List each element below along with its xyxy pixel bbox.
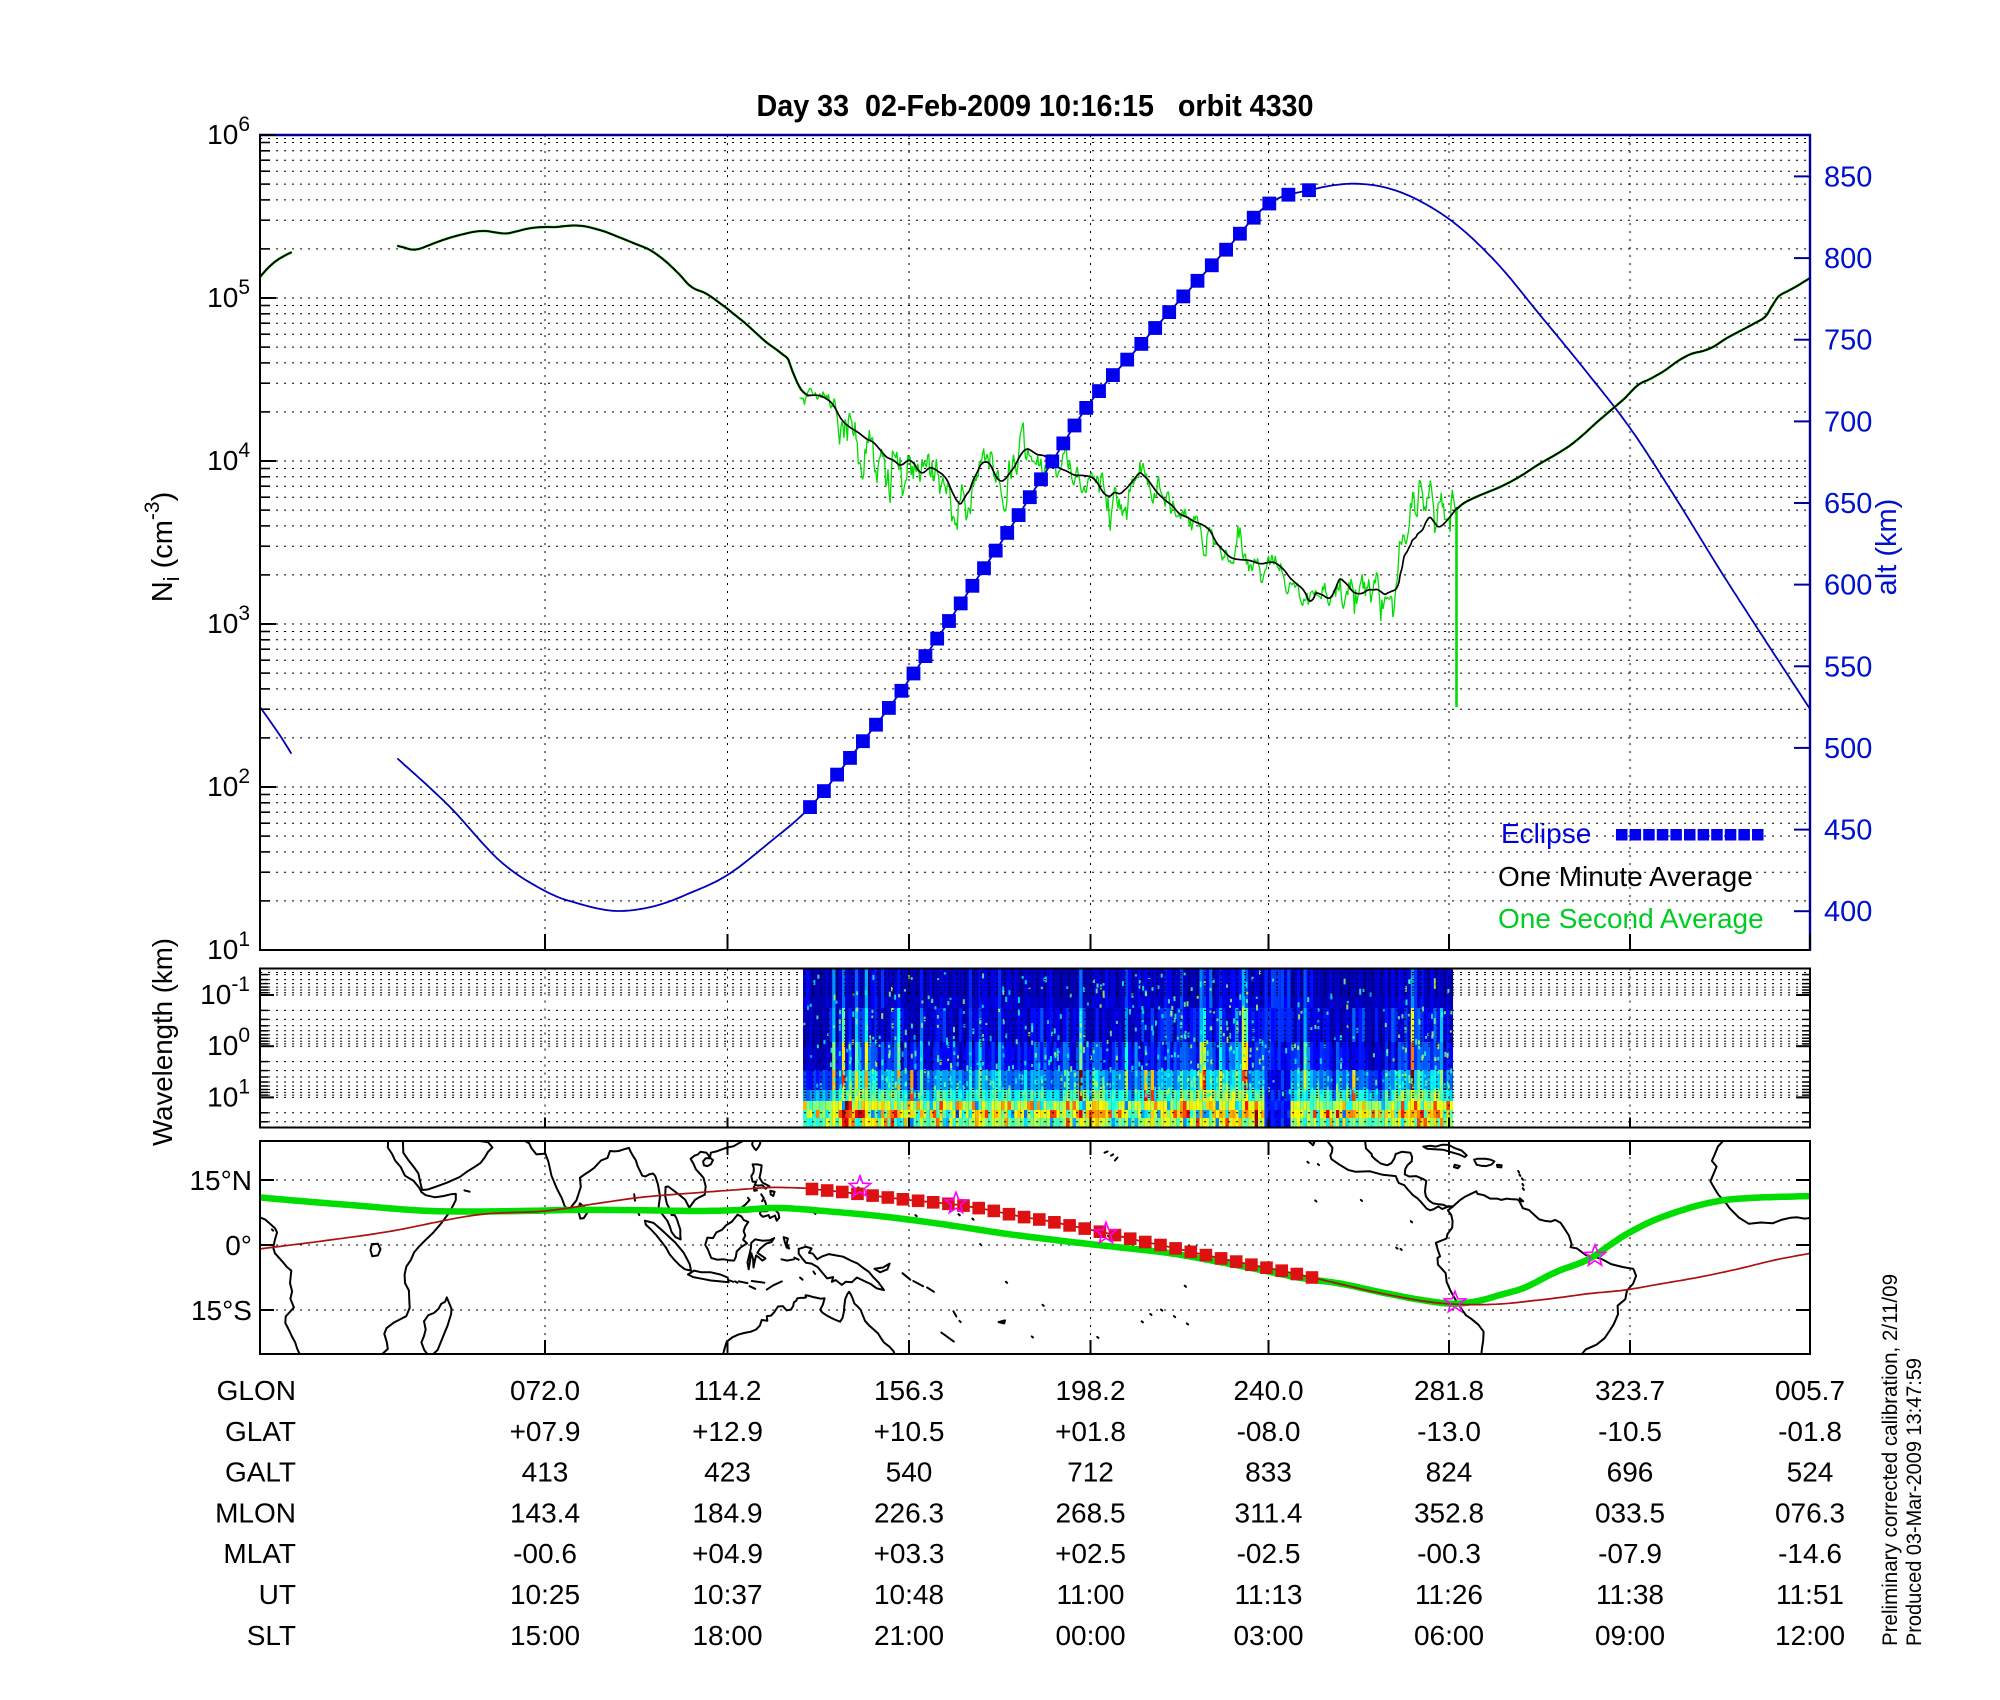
svg-text:10:48: 10:48 <box>874 1579 944 1610</box>
svg-text:-00.3: -00.3 <box>1417 1538 1481 1569</box>
svg-text:+01.8: +01.8 <box>1055 1416 1126 1447</box>
svg-text:03:00: 03:00 <box>1233 1620 1303 1651</box>
svg-text:156.3: 156.3 <box>874 1375 944 1406</box>
svg-text:033.5: 033.5 <box>1595 1497 1665 1528</box>
svg-text:323.7: 323.7 <box>1595 1375 1665 1406</box>
svg-text:10-1: 10-1 <box>200 973 250 1010</box>
svg-text:311.4: 311.4 <box>1235 1497 1303 1528</box>
svg-text:Eclipse: Eclipse <box>1501 818 1591 849</box>
svg-text:15:00: 15:00 <box>510 1620 580 1651</box>
svg-text:600: 600 <box>1824 570 1872 602</box>
svg-text:+12.9: +12.9 <box>692 1416 763 1447</box>
svg-text:00:00: 00:00 <box>1055 1620 1125 1651</box>
svg-text:-07.9: -07.9 <box>1598 1538 1662 1569</box>
svg-text:One Minute Average: One Minute Average <box>1498 861 1753 892</box>
svg-text:+02.5: +02.5 <box>1055 1538 1126 1569</box>
svg-text:-14.6: -14.6 <box>1778 1538 1842 1569</box>
svg-text:0°: 0° <box>225 1230 252 1261</box>
svg-text:450: 450 <box>1824 815 1872 847</box>
svg-text:21:00: 21:00 <box>874 1620 944 1651</box>
svg-text:Produced 03-Mar-2009 13:47:59: Produced 03-Mar-2009 13:47:59 <box>1903 1358 1926 1646</box>
svg-text:alt (km): alt (km) <box>1871 499 1903 596</box>
svg-text:+03.3: +03.3 <box>874 1538 945 1569</box>
svg-text:184.9: 184.9 <box>692 1497 762 1528</box>
svg-text:GLAT: GLAT <box>225 1416 296 1447</box>
svg-text:114.2: 114.2 <box>694 1375 762 1406</box>
svg-text:072.0: 072.0 <box>510 1375 580 1406</box>
svg-text:-10.5: -10.5 <box>1598 1416 1662 1447</box>
svg-text:268.5: 268.5 <box>1055 1497 1125 1528</box>
svg-text:18:00: 18:00 <box>692 1620 762 1651</box>
svg-text:540: 540 <box>886 1457 933 1488</box>
svg-text:352.8: 352.8 <box>1414 1497 1484 1528</box>
svg-text:+04.9: +04.9 <box>692 1538 763 1569</box>
svg-text:281.8: 281.8 <box>1414 1375 1484 1406</box>
svg-text:198.2: 198.2 <box>1055 1375 1125 1406</box>
svg-text:101: 101 <box>207 1075 250 1112</box>
svg-text:11:13: 11:13 <box>1235 1579 1303 1610</box>
svg-text:15°N: 15°N <box>189 1165 252 1196</box>
svg-text:500: 500 <box>1824 733 1872 765</box>
svg-text:UT: UT <box>259 1579 296 1610</box>
svg-text:One Second Average: One Second Average <box>1498 903 1764 934</box>
svg-text:-01.8: -01.8 <box>1778 1416 1842 1447</box>
svg-text:400: 400 <box>1824 896 1872 928</box>
svg-text:750: 750 <box>1824 325 1872 357</box>
svg-text:10:25: 10:25 <box>510 1579 580 1610</box>
svg-text:10:37: 10:37 <box>692 1579 762 1610</box>
svg-text:06:00: 06:00 <box>1414 1620 1484 1651</box>
svg-text:226.3: 226.3 <box>874 1497 944 1528</box>
svg-text:-13.0: -13.0 <box>1417 1416 1481 1447</box>
svg-text:696: 696 <box>1607 1457 1654 1488</box>
svg-text:824: 824 <box>1426 1457 1473 1488</box>
svg-text:11:00: 11:00 <box>1057 1579 1125 1610</box>
svg-text:MLAT: MLAT <box>223 1538 296 1569</box>
svg-text:Preliminary corrected calibrat: Preliminary corrected calibration, 2/11/… <box>1879 1274 1902 1646</box>
svg-text:11:38: 11:38 <box>1596 1579 1664 1610</box>
svg-text:-02.5: -02.5 <box>1237 1538 1301 1569</box>
svg-text:+10.5: +10.5 <box>874 1416 945 1447</box>
svg-text:240.0: 240.0 <box>1233 1375 1303 1406</box>
svg-text:GALT: GALT <box>225 1457 296 1488</box>
svg-text:SLT: SLT <box>247 1620 296 1651</box>
svg-text:423: 423 <box>704 1457 751 1488</box>
svg-text:076.3: 076.3 <box>1775 1497 1845 1528</box>
svg-text:MLON: MLON <box>215 1497 296 1528</box>
svg-text:+07.9: +07.9 <box>510 1416 581 1447</box>
svg-text:12:00: 12:00 <box>1775 1620 1845 1651</box>
svg-text:11:26: 11:26 <box>1415 1579 1483 1610</box>
svg-text:Wavelength (km): Wavelength (km) <box>147 938 178 1146</box>
svg-text:833: 833 <box>1245 1457 1292 1488</box>
svg-text:11:51: 11:51 <box>1776 1579 1844 1610</box>
svg-text:850: 850 <box>1824 161 1872 193</box>
svg-text:650: 650 <box>1824 488 1872 520</box>
svg-text:005.7: 005.7 <box>1775 1375 1845 1406</box>
svg-text:15°S: 15°S <box>191 1295 252 1326</box>
svg-text:-00.6: -00.6 <box>513 1538 577 1569</box>
svg-text:550: 550 <box>1824 651 1872 683</box>
svg-text:Day 33 02-Feb-2009 10:16:15: Day 33 02-Feb-2009 10:16:15 orbit 4330 <box>757 88 1314 123</box>
svg-text:143.4: 143.4 <box>510 1497 580 1528</box>
svg-text:524: 524 <box>1787 1457 1834 1488</box>
svg-text:-08.0: -08.0 <box>1237 1416 1301 1447</box>
svg-text:09:00: 09:00 <box>1595 1620 1665 1651</box>
svg-text:800: 800 <box>1824 243 1872 275</box>
svg-text:GLON: GLON <box>217 1375 296 1406</box>
svg-text:712: 712 <box>1067 1457 1114 1488</box>
svg-text:700: 700 <box>1824 406 1872 438</box>
svg-text:413: 413 <box>522 1457 569 1488</box>
